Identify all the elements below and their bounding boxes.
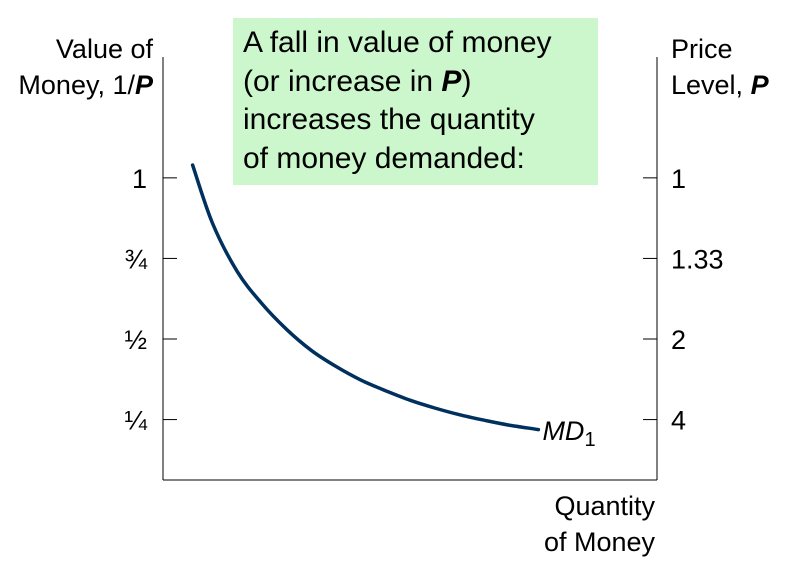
annotation-line1: A fall in value of money — [243, 26, 552, 59]
x-axis-title-line1: Quantity — [554, 491, 655, 521]
x-axis-title-line2: of Money — [543, 527, 655, 557]
left-axis-title-line1: Value of — [55, 34, 153, 64]
series-label-md1: MD1 — [542, 415, 596, 451]
x-axis-title: Quantity of Money — [480, 488, 655, 560]
right-axis-title: Price Level, P — [671, 31, 769, 103]
right-axis-title-line2: Level, P — [671, 70, 769, 100]
right-tick-label: 1 — [671, 164, 686, 194]
annotation-callout: A fall in value of money (or increase in… — [233, 18, 598, 185]
annotation-line3: increases the quantity — [243, 103, 535, 136]
right-tick-label: 4 — [671, 406, 686, 436]
annotation-line2: (or increase in P) — [243, 64, 472, 98]
annotation-line4: of money demanded: — [243, 141, 525, 175]
left-tick-label: ¼ — [124, 406, 147, 436]
money-demand-curve — [190, 163, 541, 432]
left-tick-label: 1 — [132, 164, 147, 194]
right-tick-label: 1.33 — [671, 244, 724, 274]
right-tick-label: 2 — [671, 325, 686, 355]
right-ticks: 1 1.33 2 4 — [643, 164, 724, 436]
left-axis-title-line2: Money, 1/P — [18, 70, 153, 100]
left-axis-title: Value of Money, 1/P — [0, 31, 153, 103]
right-axis-title-line1: Price — [671, 34, 733, 64]
left-tick-label: ¾ — [124, 244, 147, 274]
left-tick-label: ½ — [124, 325, 147, 355]
left-ticks: 1 ¾ ½ ¼ — [124, 164, 177, 436]
